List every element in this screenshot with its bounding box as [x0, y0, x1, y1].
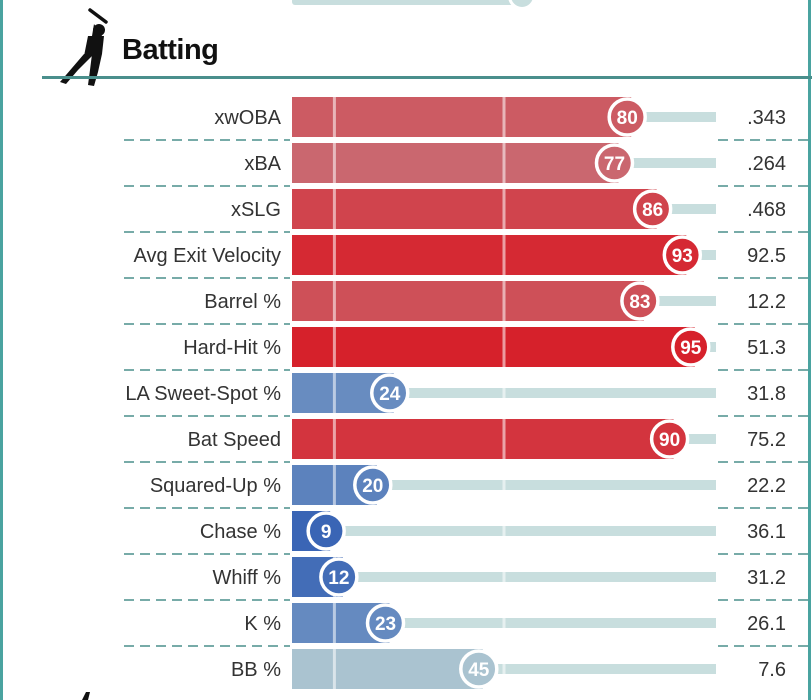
percentile-marker: [319, 557, 359, 597]
next-section-icon-remnant: [82, 692, 90, 700]
percentile-bar: [292, 235, 687, 275]
percentile-bar: [292, 649, 483, 689]
percentile-label: 93: [672, 246, 693, 267]
metric-label: Hard-Hit %: [183, 337, 281, 359]
percentile-bar: [292, 281, 644, 321]
metric-value: 92.5: [747, 245, 786, 267]
metric-value: 75.2: [747, 429, 786, 451]
percentile-marker: [649, 419, 690, 459]
right-border: [808, 0, 811, 700]
percentile-bar: [292, 419, 674, 459]
metric-label: Whiff %: [212, 567, 281, 589]
metric-value: .264: [747, 153, 786, 175]
percentile-marker: [365, 603, 406, 643]
metric-label: Barrel %: [204, 291, 281, 313]
percentile-bar: [292, 143, 619, 183]
percentile-label: 9: [321, 522, 332, 543]
metric-value: 7.6: [758, 659, 786, 681]
metric-label: xSLG: [231, 199, 281, 221]
percentile-label: 45: [468, 660, 490, 681]
section-title: Batting: [122, 34, 219, 66]
metric-value: 51.3: [747, 337, 786, 359]
metric-value: .343: [747, 107, 786, 129]
metric-label: Chase %: [200, 521, 281, 543]
percentile-label: 86: [642, 200, 663, 221]
percentile-label: 12: [328, 568, 349, 589]
metric-label: xBA: [244, 153, 281, 175]
previous-section-bar-remnant: [292, 0, 528, 5]
percentile-bar: [292, 189, 657, 229]
metric-value: 36.1: [747, 521, 786, 543]
metric-value: 22.2: [747, 475, 786, 497]
percentile-bar: [292, 327, 695, 367]
percentile-label: 24: [379, 384, 401, 405]
percentile-marker: [370, 373, 410, 413]
percentile-label: 77: [604, 154, 625, 175]
metric-label: K %: [244, 613, 281, 635]
percentile-marker: [620, 281, 660, 321]
left-border: [0, 0, 3, 700]
metric-value: .468: [747, 199, 786, 221]
percentile-label: 90: [659, 430, 680, 451]
metric-value: 12.2: [747, 291, 786, 313]
metric-label: Squared-Up %: [150, 475, 281, 497]
metric-label: Bat Speed: [188, 429, 281, 451]
percentile-marker: [662, 235, 703, 275]
percentile-label: 83: [629, 292, 650, 313]
percentile-label: 80: [617, 108, 638, 129]
percentile-label: 23: [375, 614, 396, 635]
percentile-marker: [671, 327, 711, 367]
metric-value: 26.1: [747, 613, 786, 635]
percentile-marker: [353, 465, 393, 505]
header-rule: [42, 76, 812, 79]
metric-label: BB %: [231, 659, 281, 681]
percentile-marker: [306, 511, 346, 551]
percentile-bar: [292, 97, 632, 137]
metric-value: 31.8: [747, 383, 786, 405]
percentile-marker: [594, 143, 635, 183]
percentile-marker: [459, 649, 499, 689]
metric-value: 31.2: [747, 567, 786, 589]
percentile-marker: [632, 189, 673, 229]
metric-label: LA Sweet-Spot %: [125, 383, 281, 405]
percentile-label: 20: [362, 476, 383, 497]
metric-label: Avg Exit Velocity: [134, 245, 281, 267]
metric-label: xwOBA: [214, 107, 281, 129]
percentile-label: 95: [680, 338, 702, 359]
percentile-marker: [607, 97, 647, 137]
